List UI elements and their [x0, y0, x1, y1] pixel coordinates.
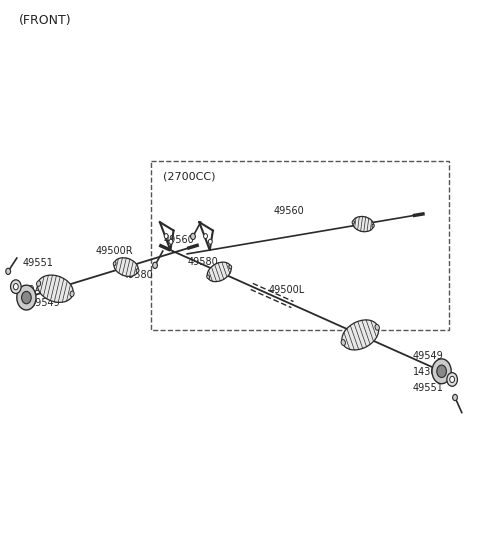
- Ellipse shape: [352, 221, 354, 224]
- Text: 49500R: 49500R: [96, 246, 133, 256]
- Ellipse shape: [229, 265, 232, 269]
- Ellipse shape: [70, 291, 74, 296]
- Ellipse shape: [372, 224, 374, 227]
- Ellipse shape: [191, 233, 195, 240]
- Ellipse shape: [13, 283, 18, 290]
- Text: 49580: 49580: [187, 257, 218, 266]
- Text: 49500L: 49500L: [269, 285, 305, 295]
- Ellipse shape: [36, 281, 41, 287]
- Ellipse shape: [11, 280, 21, 294]
- Ellipse shape: [6, 268, 11, 275]
- Ellipse shape: [204, 234, 207, 239]
- Text: 49580: 49580: [122, 270, 153, 280]
- Ellipse shape: [447, 372, 457, 387]
- Ellipse shape: [432, 359, 451, 384]
- Text: 49551: 49551: [23, 258, 54, 268]
- Ellipse shape: [113, 262, 116, 265]
- Text: 49549: 49549: [30, 299, 60, 308]
- Ellipse shape: [450, 376, 455, 383]
- Text: 49560: 49560: [163, 235, 194, 245]
- Ellipse shape: [37, 275, 73, 302]
- Ellipse shape: [153, 262, 157, 269]
- Text: 1430AR: 1430AR: [413, 367, 451, 377]
- Ellipse shape: [375, 324, 379, 330]
- Ellipse shape: [207, 275, 210, 278]
- Ellipse shape: [22, 292, 31, 304]
- Ellipse shape: [437, 365, 446, 377]
- Ellipse shape: [136, 269, 139, 272]
- Ellipse shape: [169, 239, 173, 244]
- Ellipse shape: [342, 320, 379, 350]
- Text: 49549: 49549: [413, 352, 444, 361]
- Text: 49551: 49551: [413, 383, 444, 393]
- Ellipse shape: [341, 340, 346, 346]
- Ellipse shape: [164, 234, 168, 239]
- Text: (2700CC): (2700CC): [163, 172, 216, 182]
- Text: (FRONT): (FRONT): [19, 14, 72, 27]
- Ellipse shape: [453, 394, 457, 401]
- Ellipse shape: [208, 239, 212, 244]
- Ellipse shape: [114, 258, 138, 276]
- Ellipse shape: [17, 285, 36, 310]
- Text: 1430AR: 1430AR: [11, 285, 48, 295]
- Ellipse shape: [207, 262, 231, 282]
- Bar: [151, 161, 449, 330]
- Text: 49560: 49560: [274, 206, 304, 216]
- Ellipse shape: [353, 216, 373, 232]
